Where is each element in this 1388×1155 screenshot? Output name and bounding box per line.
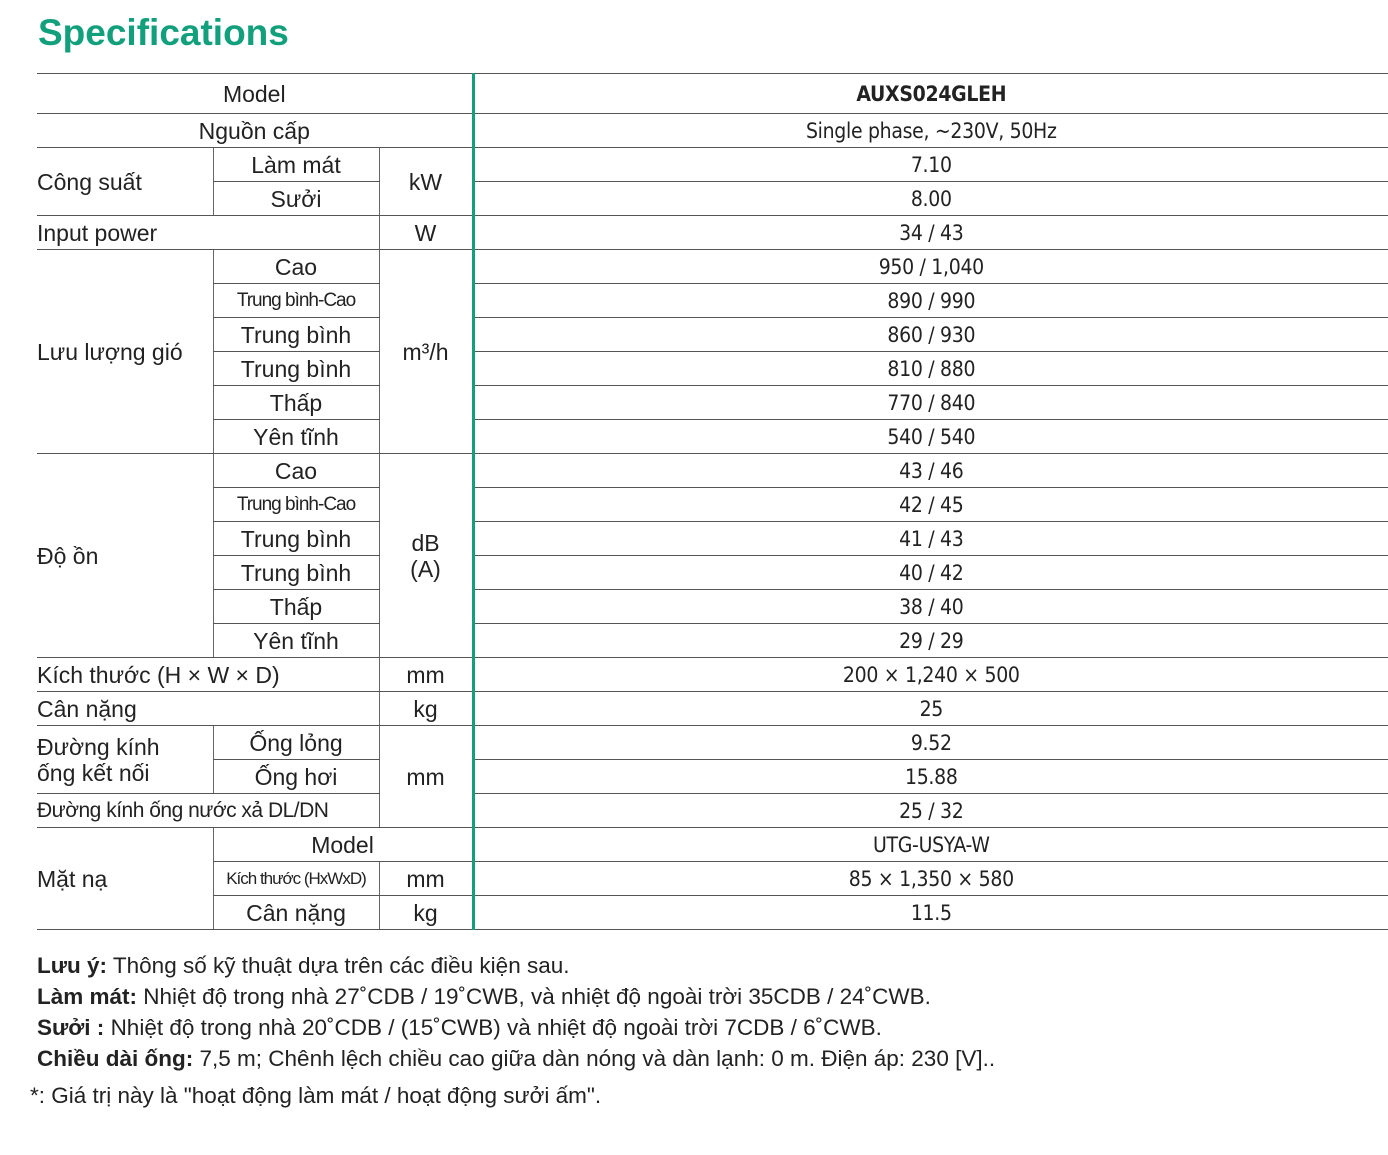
label: Input power	[37, 215, 380, 250]
sub-label: Thấp	[212, 589, 380, 624]
label: Đường kính ống kết nối	[37, 725, 213, 794]
value: 11.5	[473, 895, 1388, 930]
sub-label: Kích thước (HxWxD)	[212, 861, 380, 896]
label: Lưu lượng gió	[37, 249, 213, 454]
value: 810 / 880	[473, 351, 1388, 386]
sub-label: Cao	[212, 453, 380, 488]
note: Lưu ý: Thông số kỹ thuật dựa trên các đi…	[37, 950, 995, 981]
notes: Lưu ý: Thông số kỹ thuật dựa trên các đi…	[37, 950, 995, 1074]
title: Specifications	[38, 12, 289, 53]
label: Model	[37, 73, 475, 114]
sub-label: Thấp	[212, 385, 380, 420]
value: 8.00	[473, 181, 1388, 216]
value: Single phase, ~230V, 50Hz	[473, 113, 1388, 148]
unit: kW	[379, 147, 475, 216]
sub-label: Trung bình	[212, 521, 380, 556]
value: 7.10	[473, 147, 1388, 182]
note-text: Nhiệt độ trong nhà 20˚CDB / (15˚CWB) và …	[110, 1015, 882, 1040]
value: 9.52	[473, 725, 1388, 760]
note: Chiều dài ống: 7,5 m; Chênh lệch chiều c…	[37, 1043, 995, 1074]
footnote: *: Giá trị này là "hoạt động làm mát / h…	[30, 1083, 602, 1108]
sub-label: Yên tĩnh	[212, 419, 380, 454]
sub-label: Trung bình	[212, 351, 380, 386]
value: AUXS024GLEH	[473, 73, 1388, 114]
value: 25 / 32	[473, 793, 1388, 828]
unit: kg	[379, 691, 475, 726]
value: 25	[473, 691, 1388, 726]
value: 770 / 840	[473, 385, 1388, 420]
value: 15.88	[473, 759, 1388, 794]
value: 29 / 29	[473, 623, 1388, 658]
label: Đường kính ống nước xả DL/DN	[37, 793, 380, 828]
value: 860 / 930	[473, 317, 1388, 352]
value: 42 / 45	[473, 487, 1388, 522]
label: Kích thước (H × W × D)	[37, 657, 380, 692]
sub-label: Cao	[212, 249, 380, 284]
sub-label: Model	[212, 827, 475, 862]
note-label: Làm mát:	[37, 984, 138, 1009]
unit: kg	[379, 895, 475, 930]
value: 41 / 43	[473, 521, 1388, 556]
unit: mm	[379, 657, 475, 692]
unit: mm	[379, 861, 475, 896]
sub-label: Làm mát	[212, 147, 380, 182]
label: Nguồn cấp	[37, 113, 475, 148]
sub-label: Sưởi	[212, 181, 380, 216]
sub-label: Trung bình-Cao	[212, 283, 380, 318]
value: 540 / 540	[473, 419, 1388, 454]
sub-label: Ống hơi	[212, 759, 380, 794]
note-text: Thông số kỹ thuật dựa trên các điều kiện…	[112, 953, 570, 978]
sub-label: Yên tĩnh	[212, 623, 380, 658]
note-label: Lưu ý:	[37, 953, 108, 978]
label: Độ ồn	[37, 453, 213, 658]
value: 950 / 1,040	[473, 249, 1388, 284]
value: UTG-USYA-W	[473, 827, 1388, 862]
note: Làm mát: Nhiệt độ trong nhà 27˚CDB / 19˚…	[37, 981, 995, 1012]
value: 40 / 42	[473, 555, 1388, 590]
value: 38 / 40	[473, 589, 1388, 624]
sub-label: Trung bình	[212, 555, 380, 590]
note: Sưởi : Nhiệt độ trong nhà 20˚CDB / (15˚C…	[37, 1012, 995, 1043]
value: 85 × 1,350 × 580	[473, 861, 1388, 896]
value: 890 / 990	[473, 283, 1388, 318]
value: 200 × 1,240 × 500	[473, 657, 1388, 692]
value: 43 / 46	[473, 453, 1388, 488]
spec-table: Model AUXS024GLEH Nguồn cấp Single phase, …	[37, 73, 1388, 930]
note-text: 7,5 m; Chênh lệch chiều cao giữa dàn nón…	[199, 1046, 996, 1071]
sub-label: Cân nặng	[212, 895, 380, 930]
sub-label: Trung bình-Cao	[212, 487, 380, 522]
note-text: Nhiệt độ trong nhà 27˚CDB / 19˚CWB, và n…	[143, 984, 931, 1009]
label: Cân nặng	[37, 691, 380, 726]
unit: mm	[379, 725, 475, 828]
note-label: Chiều dài ống:	[37, 1046, 194, 1071]
note-label: Sưởi :	[37, 1015, 105, 1040]
value: 34 / 43	[473, 215, 1388, 250]
sub-label: Trung bình	[212, 317, 380, 352]
unit: W	[379, 215, 475, 250]
unit: m³/h	[379, 249, 475, 454]
label: Mặt nạ	[37, 827, 213, 930]
sub-label: Ống lỏng	[212, 725, 380, 760]
unit: dB (A)	[379, 453, 475, 658]
label: Công suất	[37, 147, 213, 216]
